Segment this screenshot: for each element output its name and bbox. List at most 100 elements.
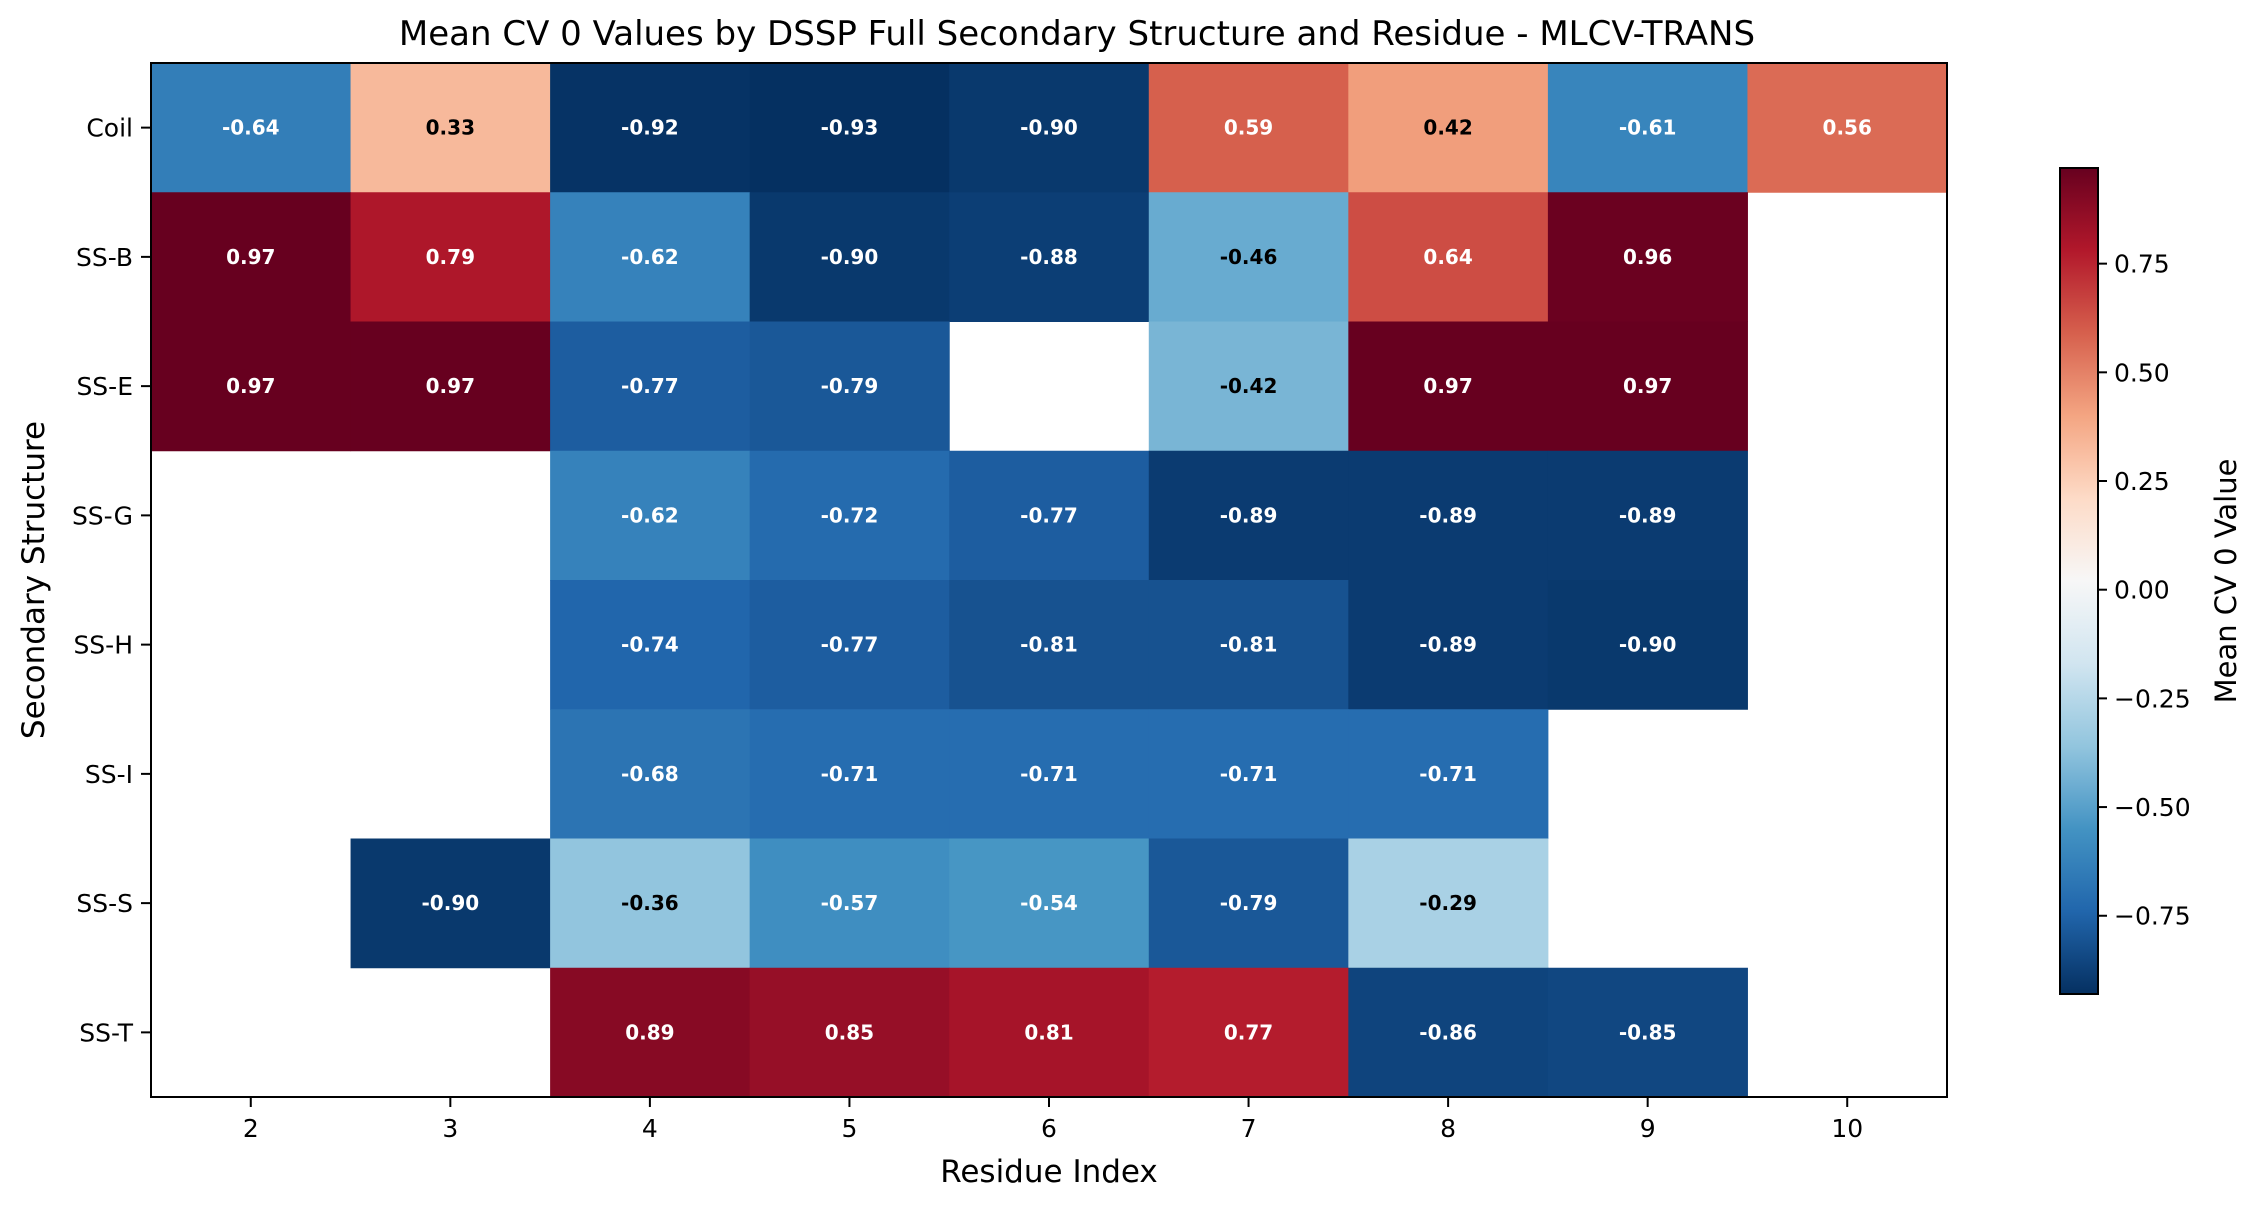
heatmap-cell [1148,709,1349,839]
heatmap-cell [1547,63,1748,193]
heatmap-cell [1547,450,1748,581]
colorbar: −0.75 −0.50 −0.25 0.00 0.25 0.50 0.75 Mean CV … [2059,167,2243,995]
cell-value-label: -0.29 [1419,891,1477,915]
colorbar-tick-label: −0.75 [2114,902,2191,931]
heatmap-cell [1348,838,1549,969]
cell-value-label: -0.90 [1619,633,1677,657]
cell-value-label: 0.33 [426,116,475,140]
cell-value-label: -0.92 [621,116,679,140]
cell-value-label: -0.61 [1619,116,1677,140]
heatmap-cell [350,192,551,322]
x-tick-label: 7 [1241,1114,1257,1143]
cell-value-label: -0.57 [821,891,879,915]
cell-value-label: 0.97 [426,374,475,398]
heatmap-cell [550,192,751,322]
heatmap-cell [1348,580,1549,710]
cell-value-label: -0.93 [821,116,879,140]
cell-value-label: 0.89 [625,1020,674,1044]
cell-value-label: -0.71 [1220,762,1278,786]
colorbar-tick-label: 0.00 [2114,576,2170,605]
heatmap-cell [550,63,751,193]
cell-value-label: -0.74 [621,633,679,657]
cell-value-label: -0.62 [621,245,679,269]
cell-value-label: -0.64 [222,116,280,140]
heatmap-cell [550,838,751,969]
y-axis-label: Secondary Structure [16,421,52,739]
x-tick-label: 6 [1041,1114,1057,1143]
cell-value-label: 0.79 [426,245,475,269]
cell-value-label: 0.42 [1423,116,1472,140]
cell-value-label: 0.97 [1423,374,1472,398]
cell-value-label: -0.54 [1020,891,1078,915]
y-tick-label: SS-I [85,760,133,789]
x-axis-ticks: 2 3 4 5 6 7 8 9 10 [243,1097,1863,1143]
heatmap-cell [1348,967,1549,1098]
colorbar-tick-label: 0.25 [2114,467,2170,496]
heatmap-cell [1547,321,1748,452]
cell-value-label: -0.68 [621,762,679,786]
cell-value-label: -0.89 [1619,503,1677,527]
heatmap-cell [1148,321,1349,452]
heatmap-cell [550,321,751,452]
cell-value-labels: -0.64 0.33 -0.92 -0.93 -0.90 0.59 0.42 -0.61 0.5… [222,116,1872,1045]
heatmap-cell [1148,967,1349,1098]
heatmap-cell [1547,192,1748,322]
cell-value-label: -0.71 [821,762,879,786]
cell-value-label: 0.96 [1623,245,1672,269]
heatmap-cell [949,580,1150,710]
heatmap-cell [1547,967,1748,1098]
x-tick-label: 9 [1640,1114,1656,1143]
heatmap-cell [550,450,751,581]
cell-value-label: -0.89 [1419,503,1477,527]
x-tick-label: 10 [1831,1114,1863,1143]
y-tick-label: SS-H [73,631,133,660]
heatmap-cell [1747,63,1948,193]
heatmap-cell [949,709,1150,839]
chart-title: Mean CV 0 Values by DSSP Full Secondary … [399,14,1755,54]
cell-value-label: 0.59 [1224,116,1273,140]
cell-value-label: -0.71 [1020,762,1078,786]
heatmap-cell [1547,580,1748,710]
y-tick-label: SS-B [76,243,133,272]
cell-value-label: -0.89 [1220,503,1278,527]
cell-value-label: 0.97 [226,374,275,398]
cell-value-label: -0.90 [422,891,480,915]
y-axis-ticks: Coil SS-B SS-E SS-G SS-H SS-I SS-S SS-T [72,114,151,1047]
heatmap-cell [550,580,751,710]
heatmap-cell [350,838,551,969]
cell-value-label: -0.77 [1020,503,1078,527]
heatmap-cell [1348,63,1549,193]
heatmap-cell [949,192,1150,322]
x-tick-label: 3 [442,1114,458,1143]
heatmap-cell [1148,838,1349,969]
cell-value-label: -0.46 [1220,245,1278,269]
heatmap-cell [749,192,950,322]
heatmap-cell [1348,709,1549,839]
colorbar-gradient [2059,167,2099,995]
x-tick-label: 8 [1440,1114,1456,1143]
cell-value-label: -0.77 [821,633,879,657]
cell-value-label: -0.88 [1020,245,1078,269]
colorbar-ticks: −0.75 −0.50 −0.25 0.00 0.25 0.50 0.75 [2098,250,2191,931]
heatmap-cell [949,838,1150,969]
heatmap-cell [1148,192,1349,322]
heatmap-cell [350,63,551,193]
cell-value-label: -0.36 [621,891,679,915]
heatmap-cell [151,63,352,193]
heatmap-cell [749,450,950,581]
cell-value-label: -0.72 [821,503,879,527]
y-tick-label: SS-E [76,372,133,401]
cell-value-label: 0.81 [1024,1020,1073,1044]
heatmap-cell [1148,450,1349,581]
colorbar-tick-label: −0.50 [2114,793,2191,822]
heatmap-cell [949,63,1150,193]
y-tick-label: SS-S [76,889,133,918]
heatmap-cell [949,967,1150,1098]
heatmap-cell [1148,580,1349,710]
colorbar-tick-label: −0.25 [2114,684,2191,713]
heatmap-cell [749,580,950,710]
cell-value-label: 0.97 [226,245,275,269]
cell-value-label: 0.97 [1623,374,1672,398]
heatmap-cell [749,321,950,452]
colorbar-tick-label: 0.50 [2114,358,2170,387]
